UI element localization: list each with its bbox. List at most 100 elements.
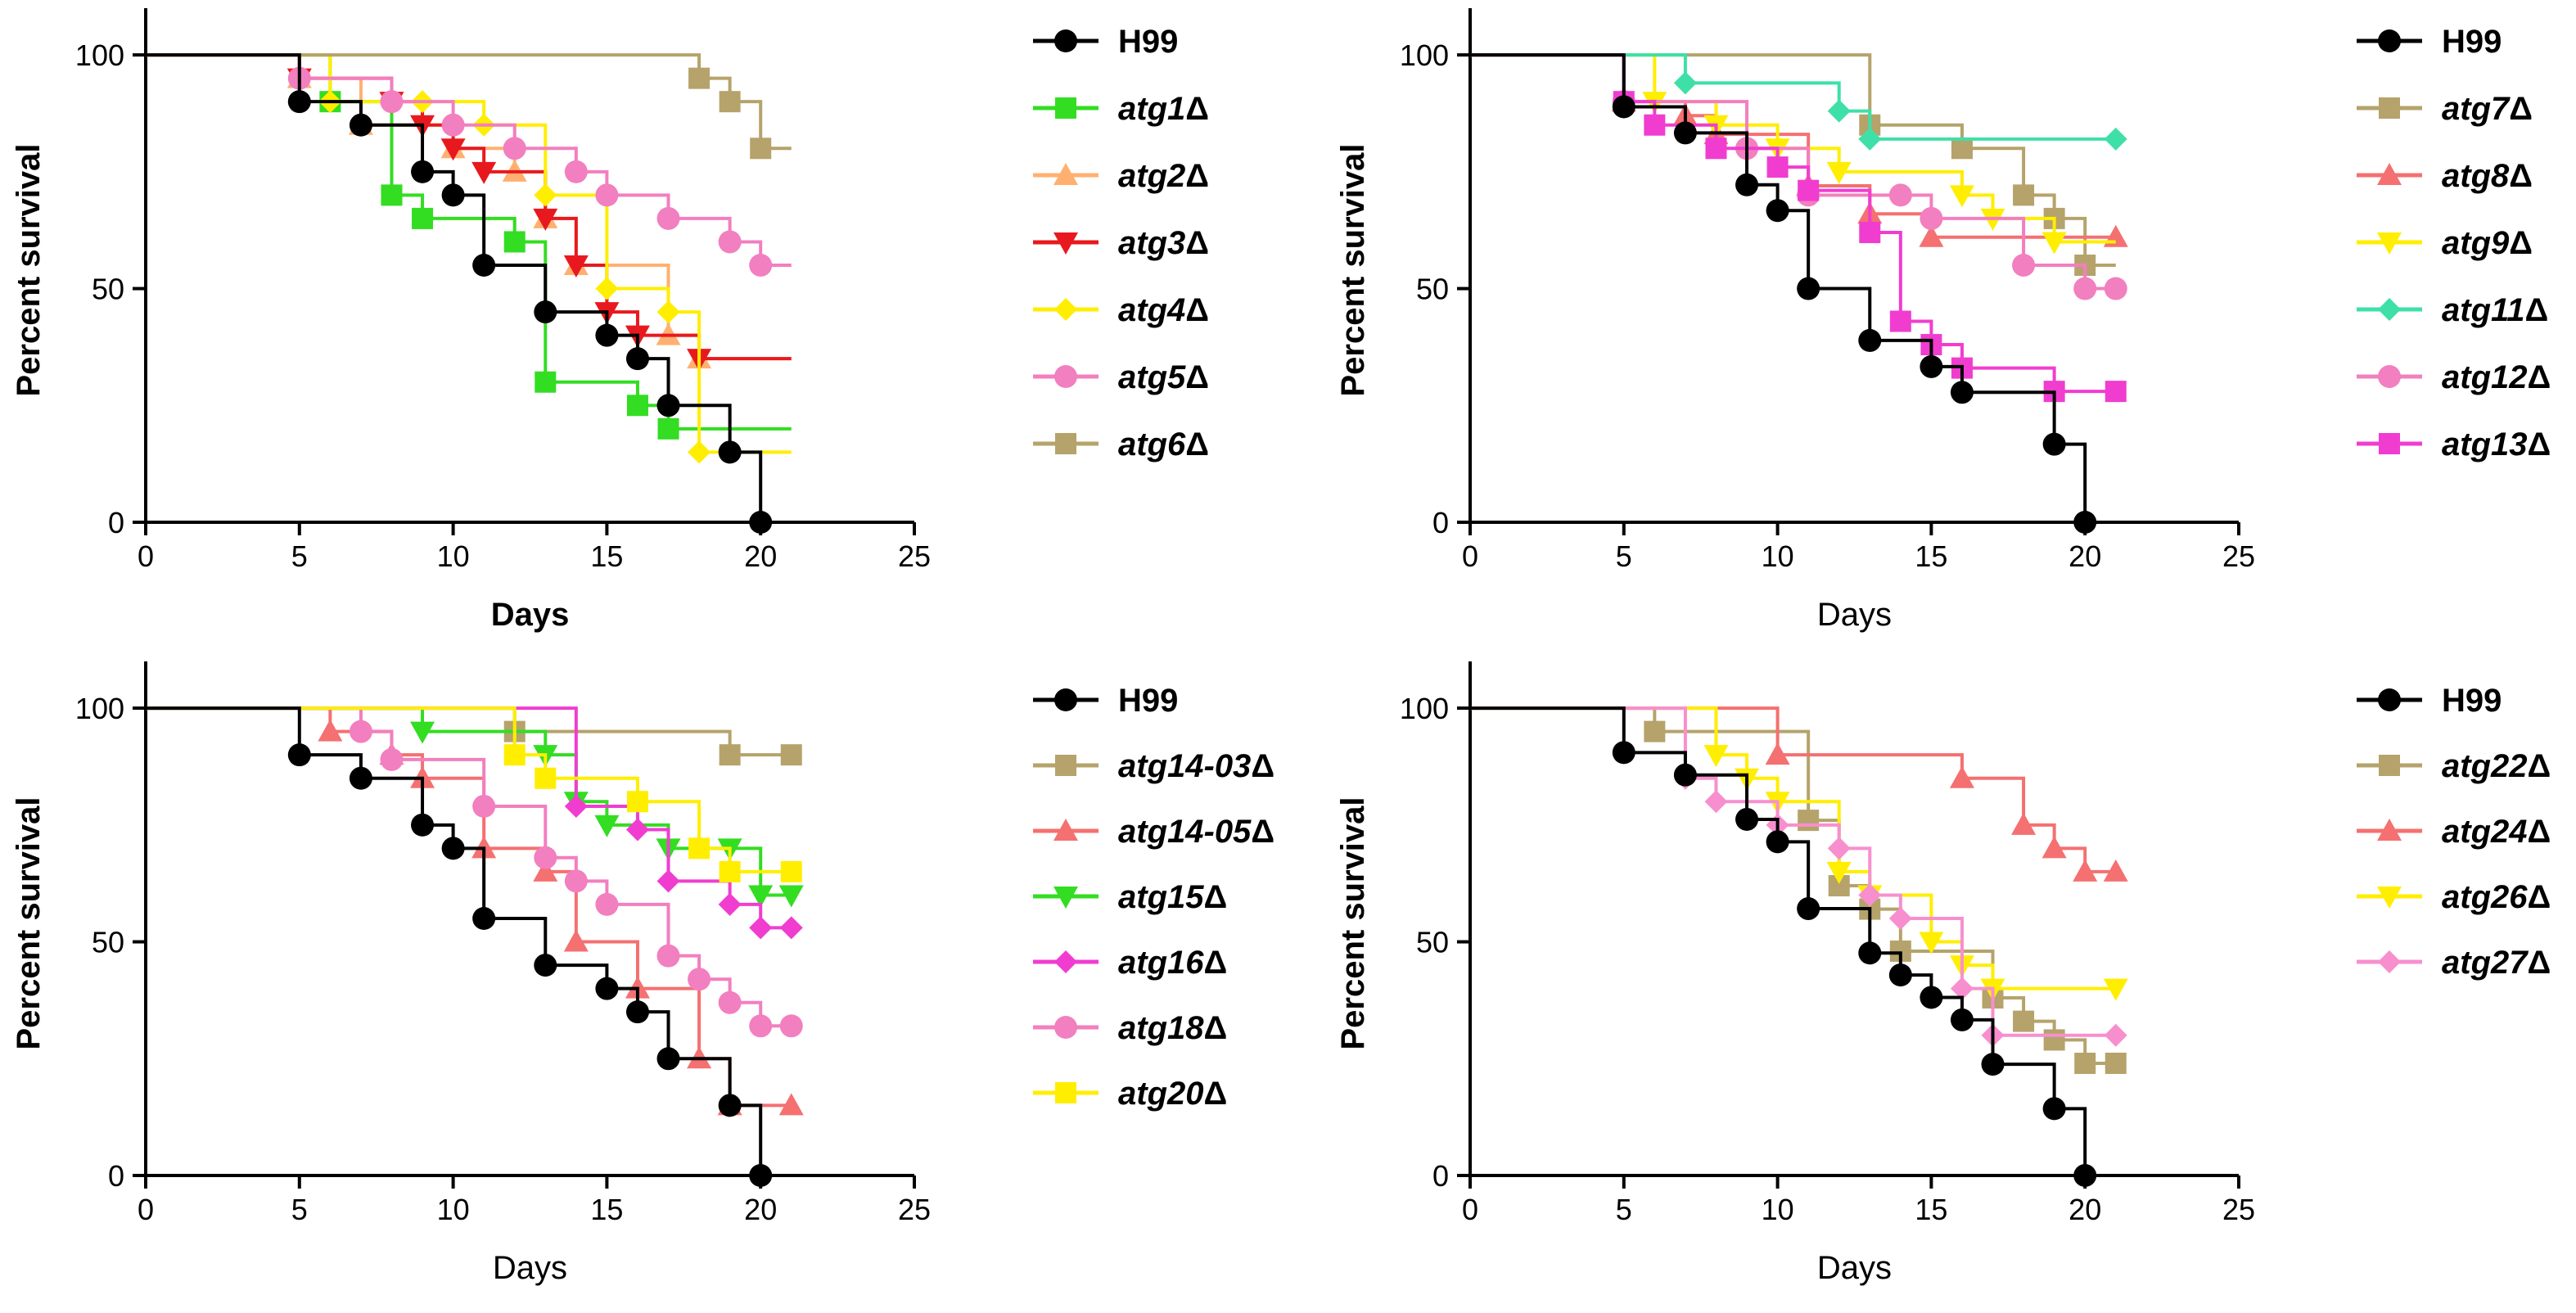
legend-label-text: atg8 [2442, 158, 2510, 194]
data-point [2013, 1010, 2035, 1032]
data-point [2012, 254, 2036, 277]
series-atg7 [1470, 53, 2116, 276]
y-tick-label: 0 [1432, 506, 1449, 539]
legend-label-text: H99 [2442, 24, 2502, 60]
data-point [626, 791, 648, 813]
x-tick-label: 10 [1762, 1193, 1794, 1226]
y-axis-label: Percent survival [11, 796, 47, 1049]
legend-label-text: H99 [1118, 683, 1178, 719]
series-atg24 [1470, 706, 2128, 882]
data-point [472, 794, 496, 818]
legend-label: atg20Δ [1118, 1076, 1227, 1112]
legend-item: atg9Δ [2357, 225, 2533, 261]
legend-item: atg14-05Δ [1033, 814, 1274, 850]
legend-label-delta: Δ [1251, 814, 1274, 850]
legend-marker [2378, 950, 2401, 973]
legend-marker [1054, 365, 1077, 388]
data-point [1950, 977, 1974, 1000]
data-point [1612, 741, 1635, 765]
data-point [1827, 99, 1851, 123]
legend-marker [2377, 232, 2402, 255]
x-tick-label: 25 [2222, 539, 2255, 573]
data-point [657, 417, 679, 440]
survival-step-line [146, 53, 792, 431]
data-point [2073, 277, 2097, 300]
data-point [626, 395, 648, 417]
data-point [535, 767, 557, 789]
data-point [656, 206, 680, 230]
chart-panel-4: 0 5 10 15 20 25 0 50 100 Days Percent survival H99 a… [1335, 661, 2551, 1286]
legend-label-delta: Δ [2528, 945, 2551, 981]
data-point [688, 837, 711, 860]
data-point [778, 1093, 804, 1116]
data-point [2073, 1164, 2097, 1187]
series-atg14-03 [146, 706, 802, 766]
legend-label-text: atg6 [1118, 426, 1186, 462]
data-point [749, 1164, 773, 1187]
legend-marker [2378, 29, 2401, 52]
y-tick-label: 0 [1432, 1159, 1449, 1193]
legend-item: atg16Δ [1033, 945, 1227, 981]
data-point [749, 1014, 773, 1038]
series-atg26 [1470, 706, 2128, 1001]
data-point [778, 885, 804, 908]
legend-marker [2379, 97, 2400, 119]
data-point [534, 846, 557, 869]
legend-label-text: atg2 [1118, 158, 1185, 194]
legend-label-delta: Δ [1185, 359, 1209, 395]
series-atg13 [1470, 53, 2127, 403]
data-point [1858, 127, 1882, 151]
x-axis-label: Days [1817, 597, 1892, 633]
legend-marker [1054, 298, 1077, 321]
data-point [440, 138, 466, 161]
chart-panel-2: 0 5 10 15 20 25 0 50 100 Days Percent survival H99 a… [1335, 8, 2551, 633]
data-point [2104, 127, 2127, 151]
survival-step-line [1470, 706, 2116, 990]
legend-label-text: atg20 [1118, 1076, 1204, 1112]
legend-label: atg22Δ [2442, 748, 2551, 784]
data-point [1888, 907, 1912, 930]
chart-panel-1: 0 5 10 15 20 25 0 50 100 Days Percent survival H99 a… [11, 8, 1209, 633]
data-point [349, 113, 372, 137]
legend-marker [1054, 1016, 1077, 1039]
legend-label-delta: Δ [2525, 292, 2549, 328]
data-point [471, 161, 497, 184]
data-point [1797, 277, 1820, 300]
data-point [2043, 1029, 2065, 1051]
y-tick-label: 100 [75, 38, 124, 72]
legend-item: atg14-03Δ [1033, 748, 1274, 784]
data-point [2105, 1052, 2127, 1074]
data-point [287, 743, 311, 767]
legend-label-delta: Δ [1185, 158, 1209, 194]
data-point [2013, 184, 2035, 206]
y-tick-label: 50 [92, 273, 124, 306]
legend-label-delta: Δ [1204, 1076, 1228, 1112]
y-tick-label: 100 [75, 692, 124, 725]
data-point [1673, 763, 1697, 787]
data-point [1826, 161, 1852, 184]
data-point [1673, 71, 1697, 95]
data-point [1735, 173, 1759, 196]
x-tick-label: 0 [138, 1193, 154, 1226]
legend-label-text: atg24 [2442, 814, 2528, 850]
legend-item: H99 [2357, 24, 2502, 60]
series-H99 [1470, 53, 2097, 534]
data-point [503, 137, 526, 160]
legend-marker [1055, 433, 1076, 454]
x-axis-label: Days [1817, 1250, 1892, 1286]
legend-item: atg11Δ [2357, 292, 2548, 328]
y-axis-label: Percent survival [11, 143, 47, 396]
legend-label: atg9Δ [2442, 225, 2533, 261]
legend-label-text: atg27 [2442, 945, 2529, 981]
data-point [441, 113, 465, 137]
x-tick-label: 25 [2222, 1193, 2255, 1226]
data-point [1798, 179, 1820, 201]
x-tick-label: 20 [744, 1193, 777, 1226]
data-point [2074, 1052, 2096, 1074]
data-point [688, 67, 711, 89]
legend-label-text: H99 [1118, 24, 1178, 60]
data-point [1889, 310, 1911, 332]
data-point [534, 954, 557, 977]
x-tick-label: 0 [1462, 1193, 1478, 1226]
data-point [1950, 1008, 1974, 1031]
